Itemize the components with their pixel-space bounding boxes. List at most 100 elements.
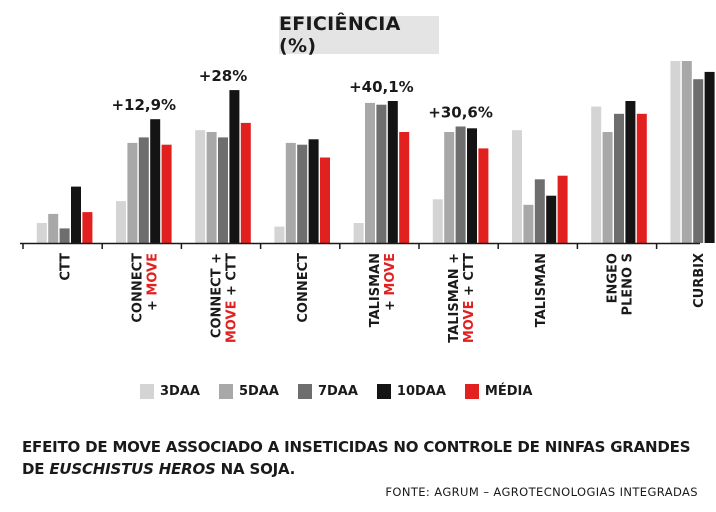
- category-label-line: CONNECT: [130, 253, 145, 323]
- category-label-line: CONNECT: [296, 253, 311, 323]
- category-label-highlight: MOVE: [383, 253, 398, 296]
- category-label-text: ENGEO: [606, 253, 621, 303]
- category-label-highlight: MOVE: [145, 253, 160, 296]
- bar-10daa-1: [150, 119, 161, 243]
- bar-10daa-5: [467, 128, 477, 243]
- legend-swatch: [464, 383, 479, 399]
- legend-item: 10DAA: [376, 383, 446, 399]
- bar-10daa-8: [704, 71, 715, 244]
- bar-5daa-3: [285, 142, 296, 243]
- bar-média-6: [557, 175, 568, 243]
- chart-title-box: EFICIÊNCIA (%): [279, 13, 439, 57]
- category-label-line: MOVE + CTT: [225, 253, 240, 343]
- bar-chart: +12,9%+28%+40,1%+30,6%CTT CONNECT + MOVE CO…: [20, 61, 715, 343]
- category-label-text: CURBIX: [692, 253, 707, 308]
- annotation-label: +40,1%: [349, 78, 414, 96]
- chart-legend: 3DAA 5DAA 7DAA 10DAA MÉDIA: [140, 380, 551, 402]
- bar-média-2: [240, 122, 251, 243]
- caption-line-2-prefix: DE: [22, 460, 50, 478]
- category-label-line: TALISMAN: [368, 253, 383, 327]
- bar-7daa-8: [693, 79, 704, 243]
- category-label-text: + CTT: [462, 253, 477, 301]
- figure-caption: EFEITO DE MOVE ASSOCIADO A INSETICIDAS N…: [22, 436, 712, 480]
- category-label-text: TALISMAN: [368, 253, 383, 327]
- bar-3daa-4: [353, 223, 364, 243]
- bar-média-0: [82, 212, 93, 243]
- bar-10daa-0: [71, 186, 81, 243]
- category-label-text: TALISMAN: [534, 253, 549, 327]
- category-label-line: ENGEO: [606, 253, 621, 303]
- legend-item: 5DAA: [218, 383, 279, 399]
- category-label-text: +: [383, 296, 398, 311]
- category-label-text: CTT: [59, 253, 74, 281]
- category-label-text: CONNECT: [296, 253, 311, 323]
- legend-swatch: [140, 383, 154, 399]
- category-label-text: + CTT: [225, 253, 240, 301]
- category-label-line: MOVE + CTT: [462, 253, 477, 343]
- category-label-line: PLENO S: [621, 253, 636, 316]
- caption-line-2-suffix: NA SOJA.: [215, 460, 296, 478]
- bar-3daa-8: [670, 61, 681, 243]
- bar-7daa-5: [455, 126, 466, 243]
- bar-10daa-7: [625, 101, 636, 243]
- bar-5daa-0: [48, 213, 59, 243]
- annotation-label: +30,6%: [428, 104, 493, 122]
- legend-label: MÉDIA: [484, 383, 533, 399]
- bar-média-1: [161, 144, 172, 243]
- bar-média-3: [320, 157, 330, 243]
- bar-7daa-6: [534, 179, 545, 243]
- bar-5daa-8: [681, 61, 692, 243]
- category-label-line: + MOVE: [383, 253, 398, 311]
- bar-10daa-4: [387, 101, 398, 243]
- category-label-line: CURBIX: [692, 253, 707, 308]
- category-label-4: TALISMAN + MOVE: [368, 253, 398, 327]
- category-label-text: TALISMAN +: [447, 253, 462, 343]
- category-label-3: CONNECT: [296, 253, 311, 323]
- legend-swatch: [376, 383, 391, 399]
- bar-3daa-2: [195, 130, 206, 243]
- legend-label: 7DAA: [317, 383, 358, 399]
- legend-swatch: [218, 383, 233, 399]
- category-label-1: CONNECT + MOVE: [130, 253, 160, 323]
- category-label-5: TALISMAN + MOVE + CTT: [447, 253, 477, 343]
- bar-7daa-0: [59, 228, 70, 243]
- category-label-line: CTT: [59, 253, 74, 281]
- bar-7daa-2: [218, 137, 228, 243]
- bar-3daa-6: [512, 130, 522, 243]
- category-label-text: PLENO S: [621, 253, 636, 316]
- caption-species: EUSCHISTUS HEROS: [49, 460, 216, 478]
- chart-title: EFICIÊNCIA (%): [279, 13, 401, 57]
- caption-line-1: EFEITO DE MOVE ASSOCIADO A INSETICIDAS N…: [22, 438, 691, 456]
- category-label-8: CURBIX: [692, 253, 707, 308]
- category-label-6: TALISMAN: [534, 253, 549, 327]
- legend-item: 7DAA: [297, 383, 358, 399]
- bar-7daa-4: [376, 104, 387, 243]
- bar-média-7: [636, 113, 647, 243]
- annotation-label: +28%: [199, 67, 247, 85]
- category-label-line: CONNECT +: [210, 253, 225, 338]
- category-label-0: CTT: [59, 253, 74, 281]
- category-label-line: + MOVE: [145, 253, 160, 311]
- category-label-7: ENGEO PLENO S: [606, 253, 636, 316]
- bar-3daa-1: [116, 201, 126, 243]
- category-label-text: CONNECT: [130, 253, 145, 323]
- bar-5daa-1: [127, 142, 138, 243]
- source-credit: FONTE: AGRUM – AGROTECNOLOGIAS INTEGRADA…: [385, 485, 698, 499]
- bar-10daa-3: [308, 139, 319, 243]
- category-label-line: TALISMAN +: [447, 253, 462, 343]
- legend-item: 3DAA: [140, 383, 200, 399]
- legend-label: 3DAA: [160, 383, 200, 399]
- category-label-highlight: MOVE: [462, 301, 477, 344]
- annotation-label: +12,9%: [111, 96, 176, 114]
- caption-line-2: DE EUSCHISTUS HEROS NA SOJA.: [22, 458, 712, 480]
- bar-5daa-2: [206, 132, 217, 243]
- category-label-2: CONNECT + MOVE + CTT: [210, 253, 240, 343]
- category-label-text: +: [145, 296, 160, 311]
- bar-5daa-5: [444, 132, 455, 243]
- bar-5daa-4: [365, 102, 375, 244]
- legend-label: 5DAA: [238, 383, 279, 399]
- category-label-line: TALISMAN: [534, 253, 549, 327]
- category-label-text: CONNECT +: [210, 253, 225, 338]
- bar-3daa-5: [432, 199, 443, 243]
- bar-3daa-0: [36, 223, 47, 243]
